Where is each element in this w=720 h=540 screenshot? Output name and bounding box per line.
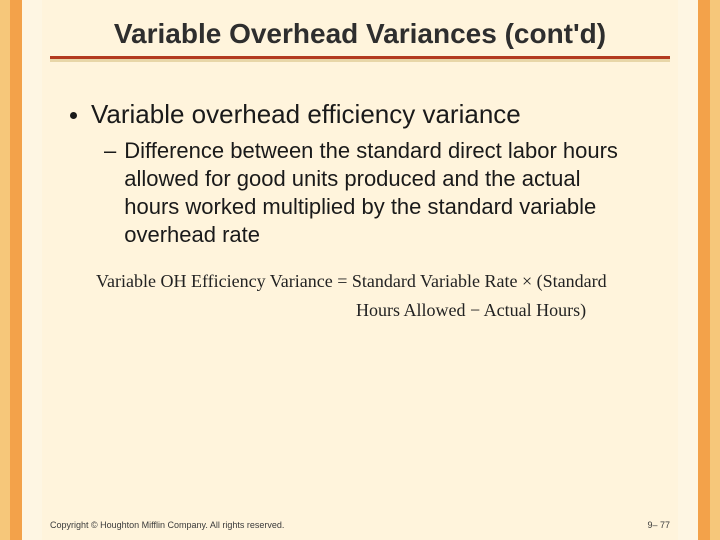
- equation-line2: Hours Allowed − Actual Hours): [96, 300, 654, 321]
- equation: Variable OH Efficiency Variance = Standa…: [66, 271, 654, 321]
- bullet-dash-icon: –: [104, 138, 116, 164]
- right-stripe: [678, 0, 720, 540]
- title-area: Variable Overhead Variances (cont'd): [42, 8, 678, 70]
- left-stripe: [0, 0, 42, 540]
- slide: Variable Overhead Variances (cont'd) Var…: [0, 0, 720, 540]
- copyright-text: Copyright © Houghton Mifflin Company. Al…: [50, 520, 284, 530]
- page-number: 9– 77: [647, 520, 670, 530]
- bullet-dot-icon: [70, 112, 77, 119]
- title-underline: [50, 56, 670, 62]
- slide-content: Variable Overhead Variances (cont'd) Var…: [42, 0, 678, 540]
- bullet-level1: Variable overhead efficiency variance: [66, 98, 654, 131]
- bullet-level1-text: Variable overhead efficiency variance: [91, 98, 521, 131]
- equation-line1: Variable OH Efficiency Variance = Standa…: [96, 271, 654, 292]
- body-area: Variable overhead efficiency variance – …: [42, 70, 678, 321]
- bullet-level2-text: Difference between the standard direct l…: [124, 137, 624, 250]
- bullet-level2: – Difference between the standard direct…: [104, 137, 654, 250]
- footer: Copyright © Houghton Mifflin Company. Al…: [50, 520, 670, 530]
- slide-title: Variable Overhead Variances (cont'd): [50, 18, 670, 50]
